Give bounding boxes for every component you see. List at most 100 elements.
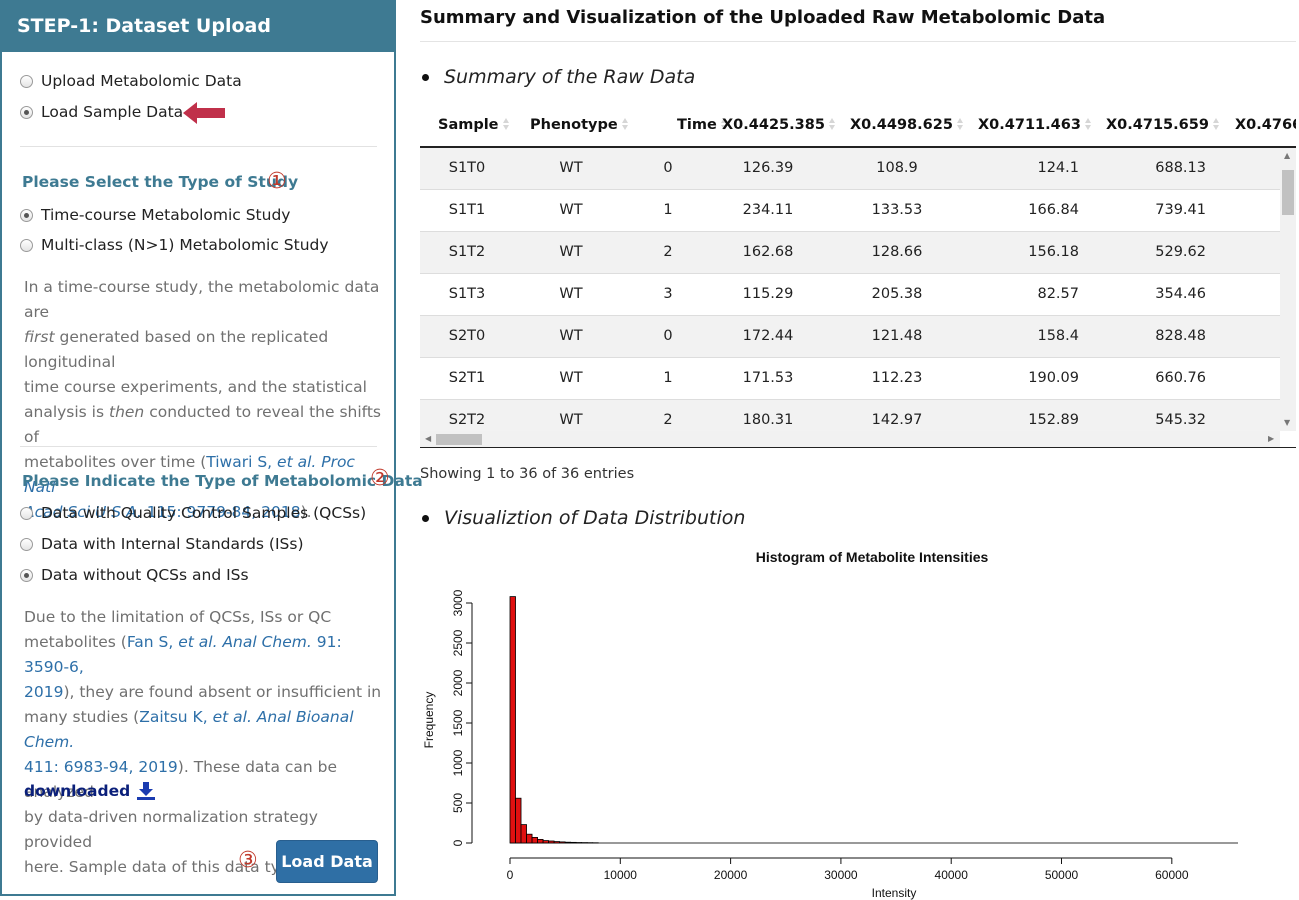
table-row[interactable]: S2T1 WT 1 171.53 112.23 190.09 660.76 xyxy=(420,358,1280,400)
citation-link-zaitsu-cont[interactable]: 411: 6983-94, 2019 xyxy=(24,758,178,776)
viz-heading: Visualiztion of Data Distribution xyxy=(420,507,745,529)
sort-icon[interactable] xyxy=(1084,118,1092,130)
table-cell: WT xyxy=(559,370,583,386)
sort-icon[interactable] xyxy=(502,118,510,130)
radio-circle[interactable] xyxy=(20,537,33,551)
table-cell: S1T0 xyxy=(448,160,486,176)
column-header-label: Time xyxy=(677,117,717,133)
radio-time-course[interactable]: Time-course Metabolomic Study xyxy=(20,204,290,226)
sort-icon[interactable] xyxy=(828,118,836,130)
vertical-scrollbar[interactable] xyxy=(1280,148,1296,431)
histogram-bar xyxy=(553,841,561,844)
column-header[interactable]: X0.4715.659 xyxy=(1106,117,1220,133)
citation-link-tiwari-cont[interactable]: Acad Sci U S A. 115: 9779-84, 2018 xyxy=(24,503,301,521)
table-cell: 0 xyxy=(663,328,673,344)
scroll-down-icon[interactable]: ▼ xyxy=(1284,418,1291,427)
y-tick-label: 500 xyxy=(451,793,465,813)
desc-text: generated based on the replicated longit… xyxy=(24,328,329,371)
table-cell: 3 xyxy=(663,286,673,302)
table-cell: 166.84 xyxy=(1028,202,1079,218)
histogram-bar xyxy=(509,596,516,844)
radio-circle[interactable] xyxy=(20,568,33,582)
divider xyxy=(20,146,377,147)
column-header[interactable]: X0.4711.463 xyxy=(978,117,1092,133)
table-row[interactable]: S2T2 WT 2 180.31 142.97 152.89 545.32 xyxy=(420,400,1280,431)
table-row[interactable]: S1T1 WT 1 234.11 133.53 166.84 739.41 xyxy=(420,190,1280,232)
scroll-up-icon[interactable]: ▲ xyxy=(1284,151,1291,160)
table-cell: 126.39 xyxy=(742,160,794,176)
radio-upload-data[interactable]: Upload Metabolomic Data xyxy=(20,70,242,92)
table-cell: 128.66 xyxy=(871,244,923,260)
download-icon xyxy=(137,782,156,800)
table-cell: 545.32 xyxy=(1155,412,1206,428)
x-axis-label: Intensity xyxy=(872,886,917,900)
radio-circle[interactable] xyxy=(20,238,33,252)
radio-load-sample[interactable]: Load Sample Data xyxy=(20,101,183,123)
table-cell: 1 xyxy=(663,370,673,386)
y-tick-label: 0 xyxy=(451,839,465,846)
radio-circle[interactable] xyxy=(20,208,33,222)
table-cell: 2 xyxy=(663,244,673,260)
table-body[interactable]: S1T0 WT 0 126.39 108.9 124.1 688.13 S1T1 WT 1 234.… xyxy=(420,148,1280,431)
radio-iss[interactable]: Data with Internal Standards (ISs) xyxy=(20,533,304,555)
table-row[interactable]: S1T0 WT 0 126.39 108.9 124.1 688.13 xyxy=(420,148,1280,190)
table-cell: 354.46 xyxy=(1155,286,1206,302)
radio-no-qcs-iss[interactable]: Data without QCSs and ISs xyxy=(20,564,249,586)
y-tick-label: 1000 xyxy=(451,749,465,776)
table-cell: WT xyxy=(559,328,583,344)
desc-line: time course experiments, and the statist… xyxy=(24,378,367,396)
sort-icon[interactable] xyxy=(621,118,629,130)
bullet-icon xyxy=(422,73,429,81)
horizontal-scrollbar[interactable] xyxy=(420,431,1280,447)
desc-line: Due to the limitation of QCSs, ISs or QC xyxy=(24,608,332,626)
column-header-label: X0.4715.659 xyxy=(1106,117,1209,133)
citation-link-fan[interactable]: Fan S, et al. Anal Chem. 91: 3590-6, xyxy=(24,633,342,676)
histogram-bar xyxy=(537,838,544,844)
radio-multi-class[interactable]: Multi-class (N>1) Metabolomic Study xyxy=(20,234,329,256)
table-row[interactable]: S2T0 WT 0 172.44 121.48 158.4 828.48 xyxy=(420,316,1280,358)
column-header[interactable]: X0.4425.385 xyxy=(722,117,836,133)
histogram-bar xyxy=(531,836,538,844)
vertical-scroll-thumb[interactable] xyxy=(1282,170,1294,215)
column-header[interactable]: Phenotype xyxy=(530,117,629,133)
scroll-right-icon[interactable]: ▶ xyxy=(1268,434,1275,443)
table-cell: 152.89 xyxy=(1028,412,1079,428)
radio-circle[interactable] xyxy=(20,506,33,520)
table-cell: 0 xyxy=(663,160,673,176)
radio-circle[interactable] xyxy=(20,74,33,88)
desc-text: conducted to reveal the shifts of xyxy=(24,403,381,446)
step-marker-3: ③ xyxy=(238,848,258,873)
desc-text: many studies ( xyxy=(24,708,140,726)
column-header[interactable]: Sample xyxy=(438,117,510,133)
table-cell: WT xyxy=(559,286,583,302)
table-cell: 529.62 xyxy=(1155,244,1206,260)
horizontal-scroll-thumb[interactable] xyxy=(436,434,482,445)
column-header[interactable]: X0.4498.625 xyxy=(850,117,964,133)
page-title: Summary and Visualization of the Uploade… xyxy=(420,7,1106,28)
table-info: Showing 1 to 36 of 36 entries xyxy=(420,466,635,482)
sort-icon[interactable] xyxy=(1212,118,1220,130)
chart-title: Histogram of Metabolite Intensities xyxy=(756,549,989,565)
divider xyxy=(420,41,1296,42)
table-row[interactable]: S1T2 WT 2 162.68 128.66 156.18 529.62 xyxy=(420,232,1280,274)
table-cell: 112.23 xyxy=(871,370,923,386)
scroll-left-icon[interactable]: ◀ xyxy=(425,434,432,443)
sort-icon[interactable] xyxy=(956,118,964,130)
column-header[interactable]: Time xyxy=(677,117,728,133)
desc-line: 2019), they are found absent or insuffic… xyxy=(24,680,384,705)
citation-link-tiwari[interactable]: Tiwari S, et al. Proc Natl xyxy=(24,453,355,496)
desc-line: here. Sample data of this data type can … xyxy=(24,858,357,876)
radio-qcs[interactable]: Data with Quality Control Samples (QCSs) xyxy=(20,502,366,524)
sort-icon[interactable] xyxy=(720,118,728,130)
histogram-chart: Histogram of Metabolite Intensities 0 1000… xyxy=(422,549,1238,900)
citation-link-fan-cont[interactable]: 2019 xyxy=(24,683,64,701)
download-sample-link[interactable]: downloaded xyxy=(24,781,156,801)
citation-link-zaitsu[interactable]: Zaitsu K, et al. Anal Bioanal Chem. xyxy=(24,708,354,751)
load-data-button[interactable]: Load Data xyxy=(276,840,378,883)
radio-circle[interactable] xyxy=(20,105,33,119)
table-cell: 234.11 xyxy=(742,202,794,218)
table-cell: 828.48 xyxy=(1155,328,1206,344)
x-tick-label: 30000 xyxy=(824,868,858,882)
table-row[interactable]: S1T3 WT 3 115.29 205.38 82.57 354.46 xyxy=(420,274,1280,316)
column-header[interactable]: X0.4766. xyxy=(1235,117,1296,133)
